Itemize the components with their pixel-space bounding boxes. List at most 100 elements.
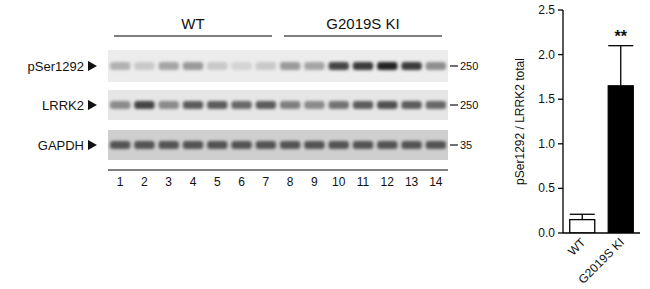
y-label: pSer1292 / LRRK2 total — [513, 58, 527, 185]
y-tick — [558, 9, 563, 10]
group-line — [284, 35, 442, 36]
y-axis — [562, 10, 563, 233]
row-label: GAPDH — [38, 138, 84, 153]
y-tick — [558, 232, 563, 233]
band — [256, 62, 276, 70]
band — [329, 141, 349, 149]
lane-label: 2 — [141, 175, 148, 189]
band — [231, 62, 251, 70]
y-tick-label: 1.5 — [538, 92, 555, 106]
marker-dash — [450, 65, 458, 66]
x-tick-label: WT — [565, 235, 589, 259]
band — [256, 101, 276, 109]
band — [377, 101, 397, 109]
group-label: G2019S KI — [326, 15, 399, 32]
bar-chart: 0.0 0.5 1.0 1.5 2.0 2.5 pSer1292 / LRRK2 total… — [513, 3, 640, 287]
band — [110, 62, 130, 70]
band — [207, 62, 227, 70]
band — [304, 101, 324, 109]
band — [134, 101, 154, 109]
band — [280, 62, 300, 70]
lane-label: 14 — [429, 175, 443, 189]
group-label: WT — [181, 15, 204, 32]
y-tick-label: 1.0 — [538, 137, 555, 151]
y-tick — [558, 188, 563, 189]
y-tick-label: 2.0 — [538, 48, 555, 62]
band — [401, 62, 421, 70]
band — [183, 101, 203, 109]
row-label: pSer1292 — [28, 59, 84, 74]
lane-label: 6 — [238, 175, 245, 189]
band — [401, 101, 421, 109]
band — [353, 101, 373, 109]
bar — [608, 86, 633, 233]
band — [134, 62, 154, 70]
band — [183, 141, 203, 149]
y-tick — [558, 143, 563, 144]
band — [280, 141, 300, 149]
y-tick — [558, 99, 563, 100]
band — [231, 101, 251, 109]
lane-label: 7 — [263, 175, 270, 189]
error-cap — [608, 45, 633, 46]
x-axis — [563, 232, 640, 233]
marker-label: 35 — [460, 139, 472, 151]
lane-label: 10 — [332, 175, 346, 189]
row-label: LRRK2 — [42, 98, 84, 113]
band — [426, 101, 446, 109]
lane-label: 12 — [381, 175, 395, 189]
marker-label: 250 — [460, 99, 478, 111]
band — [329, 101, 349, 109]
band — [353, 62, 373, 70]
band — [353, 141, 373, 149]
y-tick-label: 2.5 — [538, 3, 555, 17]
band — [159, 101, 179, 109]
band — [426, 62, 446, 70]
marker-label: 250 — [460, 60, 478, 72]
significance: ** — [615, 28, 628, 45]
lane-label: 4 — [190, 175, 197, 189]
error-bar — [620, 46, 621, 86]
group-line — [114, 35, 272, 36]
band — [256, 141, 276, 149]
blot-panel — [108, 90, 448, 120]
band — [207, 141, 227, 149]
blot: WTG2019S KIpSer1292250LRRK2250GAPDH35123… — [28, 15, 479, 189]
row-arrow — [88, 61, 97, 71]
lane-label: 3 — [165, 175, 172, 189]
band — [183, 62, 203, 70]
band — [329, 62, 349, 70]
y-tick-label: 0.5 — [538, 181, 555, 195]
marker-dash — [450, 104, 458, 105]
band — [159, 141, 179, 149]
band — [401, 141, 421, 149]
band — [159, 62, 179, 70]
row-arrow — [88, 100, 97, 110]
blot-panel — [108, 130, 448, 160]
lane-label: 9 — [311, 175, 318, 189]
band — [280, 101, 300, 109]
error-cap — [570, 214, 595, 215]
lane-label: 8 — [287, 175, 294, 189]
band — [110, 141, 130, 149]
lane-line — [108, 169, 448, 170]
band — [207, 101, 227, 109]
x-tick-label: G2019S KI — [575, 235, 626, 286]
band — [110, 101, 130, 109]
lane-label: 13 — [405, 175, 419, 189]
lane-label: 11 — [357, 175, 370, 189]
bar — [570, 220, 595, 233]
marker-dash — [450, 144, 458, 145]
blot-panel — [108, 50, 448, 82]
error-bar — [582, 214, 583, 219]
bars — [570, 46, 634, 233]
y-tick-label: 0.0 — [538, 226, 555, 240]
lane-label: 5 — [214, 175, 221, 189]
band — [304, 141, 324, 149]
band — [231, 141, 251, 149]
band — [304, 62, 324, 70]
y-tick — [558, 54, 563, 55]
lane-label: 1 — [117, 175, 124, 189]
band — [377, 141, 397, 149]
band — [377, 62, 397, 70]
